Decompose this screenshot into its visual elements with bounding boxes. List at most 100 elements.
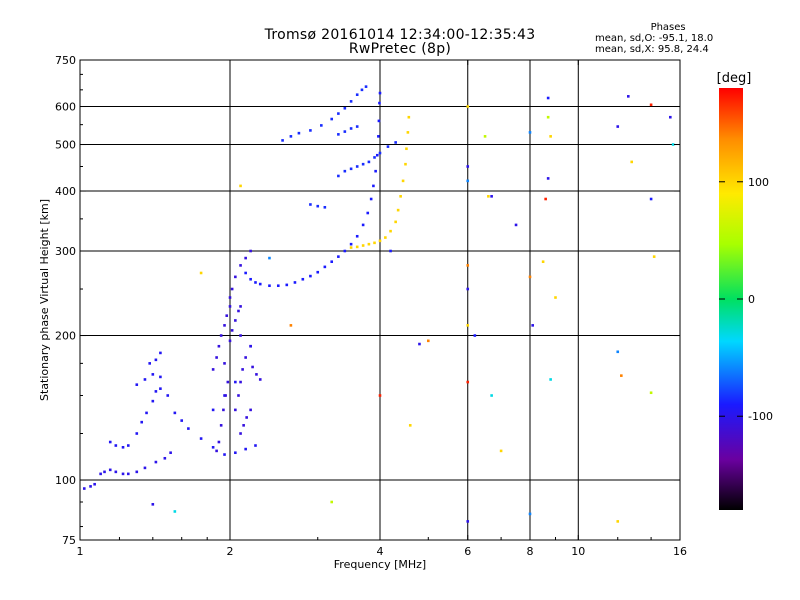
echo-point-6-20 bbox=[546, 115, 550, 119]
echo-point-2-10 bbox=[224, 394, 227, 397]
echo-point-6-21 bbox=[549, 135, 552, 138]
echo-point-1-10 bbox=[148, 362, 152, 365]
echo-point-3-3 bbox=[258, 282, 262, 286]
echo-point-6-23 bbox=[549, 378, 552, 381]
echo-point-3-0 bbox=[244, 271, 247, 275]
echo-point-4-13 bbox=[343, 130, 347, 133]
echo-point-4-1 bbox=[289, 135, 293, 138]
phase-stats-o: mean, sd,O: -95.1, 18.0 bbox=[595, 33, 714, 44]
echo-point-6-29 bbox=[630, 160, 634, 164]
echo-point-4-27 bbox=[386, 145, 390, 148]
echo-point-6-48 bbox=[199, 271, 203, 275]
echo-point-1-2 bbox=[121, 446, 125, 449]
echo-point-5-7 bbox=[389, 229, 392, 233]
echo-point-2-34 bbox=[258, 378, 262, 381]
echo-point-5-9 bbox=[396, 208, 400, 212]
echo-point-5-0 bbox=[349, 246, 353, 249]
colorbar-tick-label-0: 100 bbox=[748, 176, 769, 189]
echo-point-0-5 bbox=[108, 468, 112, 472]
echo-point-6-26 bbox=[616, 350, 620, 354]
echo-point-4-19 bbox=[337, 174, 340, 178]
y-tick-label-6: 600 bbox=[55, 101, 76, 114]
echo-point-6-18 bbox=[544, 197, 547, 201]
x-tick-label-1: 2 bbox=[227, 545, 234, 558]
echo-point-6-43 bbox=[389, 249, 392, 253]
echo-point-0-13 bbox=[169, 451, 172, 455]
echo-point-0-8 bbox=[126, 472, 130, 476]
echo-point-0-12 bbox=[163, 456, 167, 460]
chart-subtitle: RwPretec (8p) bbox=[348, 41, 452, 57]
echo-point-1-24 bbox=[234, 451, 237, 455]
echo-point-1-1 bbox=[114, 444, 118, 447]
y-axis-label: Stationary phase Virtual Height [km] bbox=[38, 199, 51, 401]
echo-point-6-25 bbox=[616, 125, 620, 128]
echo-point-1-13 bbox=[135, 383, 139, 386]
echo-point-6-10 bbox=[490, 195, 493, 198]
echo-point-0-2 bbox=[93, 482, 96, 486]
echo-point-0-0 bbox=[82, 487, 86, 490]
colorbar-label: [deg] bbox=[717, 71, 752, 86]
echo-point-2-15 bbox=[234, 408, 237, 412]
echo-point-5-14 bbox=[406, 131, 410, 134]
echo-point-6-35 bbox=[671, 143, 675, 146]
echo-point-6-31 bbox=[649, 197, 653, 201]
echo-point-5-2 bbox=[361, 244, 365, 247]
echo-point-6-11 bbox=[490, 394, 493, 397]
echo-point-1-23 bbox=[223, 453, 226, 456]
echo-point-3-17 bbox=[361, 223, 365, 227]
echo-point-1-9 bbox=[159, 387, 162, 390]
echo-point-2-1 bbox=[215, 356, 218, 359]
echo-point-4-5 bbox=[330, 117, 334, 121]
echo-point-4-16 bbox=[309, 203, 312, 206]
echo-point-2-38 bbox=[249, 249, 252, 253]
echo-point-2-16 bbox=[237, 394, 240, 397]
echo-point-4-2 bbox=[297, 131, 301, 135]
echo-point-4-12 bbox=[337, 133, 340, 136]
echo-point-3-9 bbox=[309, 274, 312, 278]
echo-point-0-7 bbox=[121, 472, 125, 476]
echo-point-4-8 bbox=[349, 100, 353, 103]
echo-point-6-19 bbox=[546, 96, 550, 100]
echo-point-6-1 bbox=[466, 165, 470, 168]
y-tick-label-3: 300 bbox=[55, 245, 76, 258]
echo-point-6-34 bbox=[669, 115, 672, 119]
echo-point-1-29 bbox=[234, 380, 237, 384]
echo-point-6-27 bbox=[620, 374, 623, 377]
data-points bbox=[82, 85, 675, 523]
echo-point-2-28 bbox=[239, 305, 242, 308]
echo-point-2-26 bbox=[234, 319, 237, 322]
echo-point-3-11 bbox=[323, 265, 327, 269]
echo-point-2-8 bbox=[230, 287, 234, 291]
echo-point-1-15 bbox=[151, 373, 155, 376]
phase-stats: Phases mean, sd,O: -95.1, 18.0 mean, sd,… bbox=[595, 22, 713, 55]
echo-point-6-36 bbox=[616, 520, 620, 523]
echo-point-1-8 bbox=[154, 390, 158, 393]
echo-point-2-22 bbox=[245, 416, 248, 419]
echo-point-5-12 bbox=[404, 162, 407, 166]
echo-point-4-14 bbox=[349, 127, 353, 130]
echo-point-6-47 bbox=[173, 510, 177, 513]
echo-point-6-14 bbox=[528, 131, 532, 134]
y-tick-label-7: 750 bbox=[55, 54, 76, 67]
echo-point-6-32 bbox=[649, 391, 653, 395]
echo-point-6-13 bbox=[514, 223, 518, 227]
echo-point-3-5 bbox=[276, 284, 280, 288]
x-axis-label: Frequency [MHz] bbox=[334, 558, 426, 571]
echo-point-3-4 bbox=[268, 284, 271, 288]
x-tick-label-5: 10 bbox=[571, 545, 585, 558]
axes: 1 2 4 6 8 10 16 75 100 200 300 400 500 600 750 bbox=[55, 54, 687, 558]
echo-point-6-44 bbox=[330, 500, 334, 504]
echo-point-4-24 bbox=[367, 160, 371, 164]
echo-point-2-18 bbox=[241, 368, 244, 371]
echo-point-3-25 bbox=[378, 101, 381, 105]
echo-point-4-28 bbox=[394, 141, 397, 144]
echo-point-3-10 bbox=[316, 270, 320, 274]
echo-point-6-4 bbox=[466, 287, 470, 291]
echo-point-4-10 bbox=[360, 88, 364, 92]
colorbar-tick-label-1: 0 bbox=[748, 293, 755, 306]
echo-point-4-23 bbox=[361, 162, 365, 166]
phase-stats-x: mean, sd,X: 95.8, 24.4 bbox=[595, 44, 709, 55]
echo-point-5-3 bbox=[367, 242, 371, 246]
echo-point-5-13 bbox=[405, 147, 408, 151]
echo-point-1-7 bbox=[151, 399, 155, 403]
